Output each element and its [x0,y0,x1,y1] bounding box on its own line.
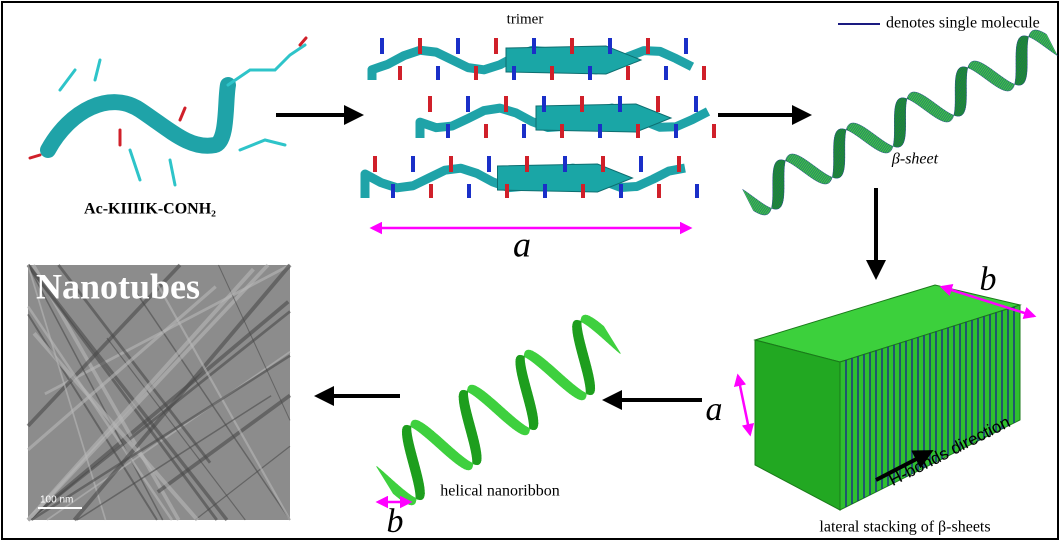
dimension-arrow [738,376,750,434]
ribbon-label: helical nanoribbon [440,483,560,500]
beta-sheet-ribbon [743,30,1058,215]
trimer-model [365,38,714,198]
legend-label: denotes single molecule [886,15,1040,32]
beta-sheet-label: β-sheet [891,151,939,168]
dimension-label: a [513,224,531,264]
dimension-label: b [980,261,997,298]
scale-bar-label: 100 nm [40,495,73,506]
trimer-label: trimer [507,11,544,27]
peptide-backbone [48,85,228,150]
helical-ribbon [377,315,621,505]
stacking-label: lateral stacking of β-sheets [819,519,990,536]
page: Ac-KIIIIK-CONH₂ trimer a denotes single … [0,0,1062,543]
tem-title: Nanotubes [36,266,200,306]
block-side [755,340,840,510]
figure: Ac-KIIIIK-CONH₂ trimer a denotes single … [0,0,1062,543]
dimension-label: a [706,391,723,428]
peptide-model [30,38,306,185]
dimension-label: b [387,503,404,540]
peptide-label: Ac-KIIIIK-CONH₂ [84,201,216,218]
